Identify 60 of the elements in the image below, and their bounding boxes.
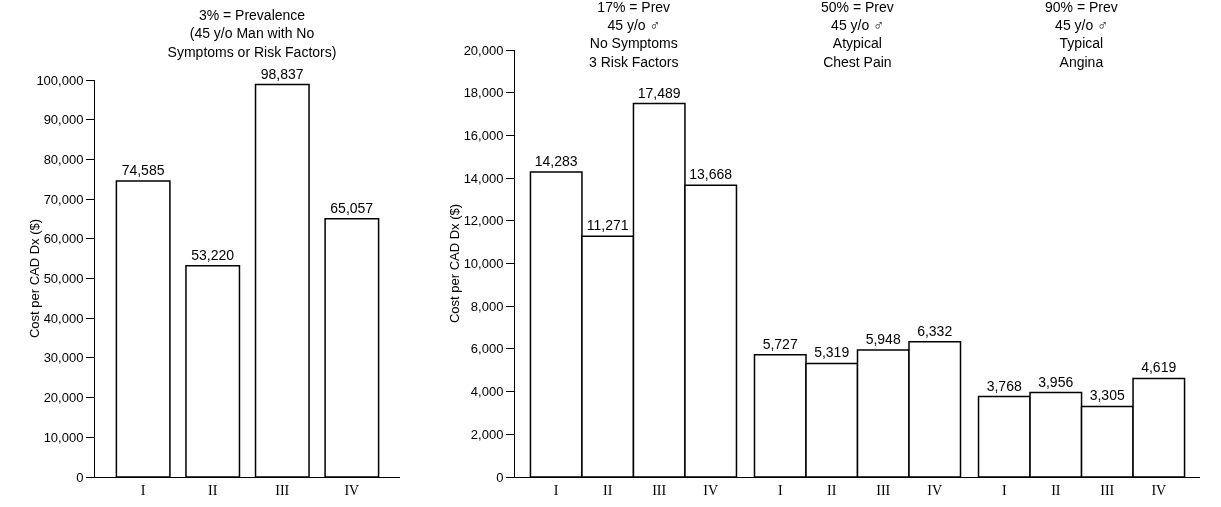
x-tick-label: II (827, 482, 837, 498)
y-tick-label: 20,000 (43, 390, 84, 406)
y-tick-label: 50,000 (43, 271, 84, 287)
x-tick-label: II (603, 482, 613, 498)
x-tick-label: III (1100, 482, 1115, 498)
y-tick-label: 16,000 (463, 127, 504, 143)
y-tick-label: 8,000 (470, 298, 504, 314)
data-label: 4,619 (1141, 359, 1177, 376)
y-tick-label: 4,000 (470, 384, 504, 400)
x-tick-label: III (275, 482, 290, 498)
x-tick-label: II (1051, 482, 1061, 498)
y-tick-label: 20,000 (463, 42, 504, 58)
data-label: 3,956 (1038, 373, 1074, 390)
x-tick-label: IV (344, 482, 360, 498)
data-label: 6,332 (917, 322, 953, 339)
data-label: 65,057 (330, 199, 374, 216)
y-tick-label: 90,000 (43, 112, 84, 128)
y-tick-label: 0 (496, 469, 504, 485)
y-tick-label: 10,000 (463, 256, 504, 272)
x-tick-label: I (1001, 482, 1007, 498)
x-tick-label: IV (927, 482, 943, 498)
data-label: 17,489 (637, 84, 681, 101)
y-tick-label: 6,000 (470, 341, 504, 357)
annotation: 17% = Prev 45 y/o ♂ No Symptoms 3 Risk Factors (589, 0, 679, 70)
y-tick-label: 12,000 (463, 213, 504, 229)
y-tick-label: 80,000 (43, 151, 84, 167)
data-label: 5,948 (865, 331, 901, 348)
y-tick-label: 14,000 (463, 170, 504, 186)
x-tick-label: III (876, 482, 891, 498)
x-tick-label: I (777, 482, 783, 498)
data-label: 3,768 (986, 377, 1022, 394)
y-tick-label: 60,000 (43, 231, 84, 247)
chart-title: 3% = Prevalence (45 y/o Man with No Symptoms or Risk Factors) (167, 7, 337, 60)
x-tick-label: II (208, 482, 218, 498)
data-label: 74,585 (121, 161, 165, 178)
data-label: 13,668 (689, 166, 733, 183)
annotation: 90% = Prev 45 y/o ♂ Typical Angina (1045, 0, 1118, 70)
x-tick-label: I (553, 482, 559, 498)
y-tick-label: 10,000 (43, 429, 84, 445)
x-tick-label: III (652, 482, 667, 498)
y-tick-label: 40,000 (43, 310, 84, 326)
y-axis-title: Cost per CAD Dx ($) (26, 218, 42, 339)
data-label: 53,220 (191, 246, 235, 263)
y-axis-title: Cost per CAD Dx ($) (446, 203, 462, 324)
x-tick-label: IV (1151, 482, 1167, 498)
y-tick-label: 30,000 (43, 350, 84, 366)
data-label: 14,283 (534, 153, 578, 170)
y-tick-label: 18,000 (463, 85, 504, 101)
annotation: 50% = Prev 45 y/o ♂ Atypical Chest Pain (821, 0, 894, 70)
y-tick-label: 70,000 (43, 191, 84, 207)
x-tick-label: IV (703, 482, 719, 498)
data-label: 5,319 (814, 344, 850, 361)
data-label: 11,271 (586, 217, 629, 234)
y-tick-label: 0 (76, 469, 84, 485)
x-tick-label: I (140, 482, 146, 498)
y-tick-label: 100,000 (36, 72, 84, 88)
data-label: 98,837 (260, 65, 304, 82)
data-label: 5,727 (762, 335, 798, 352)
data-label: 3,305 (1089, 387, 1125, 404)
y-tick-label: 2,000 (470, 426, 504, 442)
